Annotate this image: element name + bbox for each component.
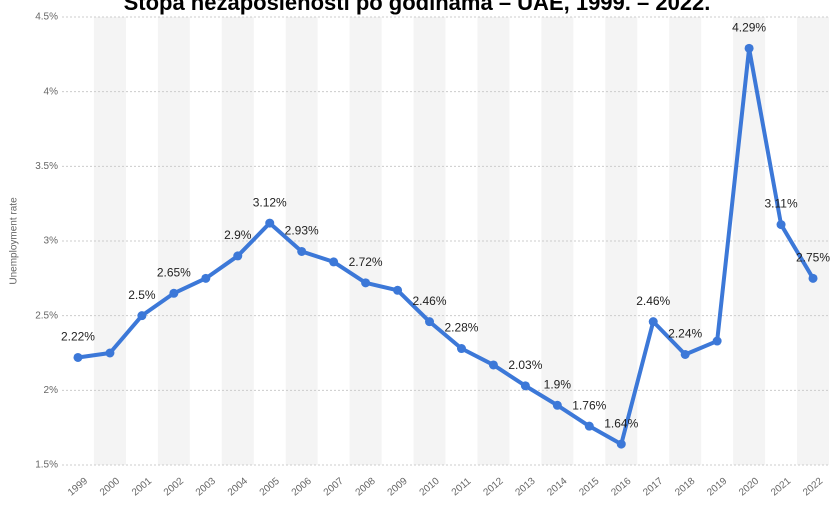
data-point [329,257,339,267]
x-tick-label: 2017 [641,475,665,498]
line [77,46,815,447]
x-tick-label: 2018 [673,475,697,498]
column-band [733,17,766,465]
y-axis-label: Unemployment rate [9,197,20,285]
data-label: 2.72% [349,255,383,269]
x-tick-label: 2004 [226,475,250,498]
data-point [648,317,658,327]
x-tick-label: 2006 [290,475,314,498]
data-label: 2.9% [224,228,252,242]
x-tick-label: 2020 [737,475,761,498]
data-point [137,311,147,321]
data-point [201,273,211,283]
x-tick-label: 2003 [194,475,218,498]
data-point [712,336,722,346]
y-tick-label: 3.5% [35,161,58,172]
y-tick-label: 4% [44,86,59,97]
data-label: 2.28% [444,321,478,335]
data-label: 2.24% [668,327,702,341]
data-label: 2.46% [413,294,447,308]
x-tick-label: 2008 [354,475,378,498]
data-point [425,317,435,327]
data-point [744,43,754,53]
x-tick-label: 2013 [513,475,537,498]
data-label: 2.03% [508,358,542,372]
data-label: 2.22% [61,330,95,344]
data-point [808,273,818,283]
data-point [169,288,179,298]
y-tick-label: 4.5% [35,12,58,23]
x-tick-label: 2022 [801,475,825,498]
y-tick-label: 3% [44,236,59,247]
y-tick-label: 2% [44,385,59,396]
data-point [393,285,403,295]
x-tick-label: 2009 [386,475,410,498]
x-tick-label: 2021 [769,475,793,498]
data-label: 3.12% [253,195,287,209]
data-point [584,421,594,431]
data-point [552,400,562,410]
x-tick-label: 2010 [418,475,442,498]
data-point [680,349,690,359]
y-tick-label: 2.5% [35,310,58,321]
data-point [488,360,498,370]
x-tick-label: 2015 [577,475,601,498]
data-point [297,246,307,256]
x-tick-label: 2016 [609,475,633,498]
data-point [265,218,275,228]
data-point [73,352,83,362]
x-tick-label: 2019 [705,475,729,498]
data-point [105,348,115,358]
x-tick-label: 2012 [481,475,505,498]
x-tick-label: 2007 [322,475,346,498]
chart-title: Stopa nezaposlenosti po godinama – UAE, … [124,0,711,15]
data-point [361,278,371,288]
data-point [776,220,786,230]
data-label: 2.5% [128,288,156,302]
data-point [233,251,243,261]
x-tick-label: 2005 [258,475,282,498]
data-point [456,344,466,354]
x-tick-label: 2011 [450,476,474,499]
data-label: 3.11% [764,197,797,211]
data-label: 1.9% [544,377,572,391]
x-tick-label: 2002 [162,475,186,498]
data-point [520,381,530,391]
x-tick-label: 2001 [130,475,154,498]
y-tick-label: 1.5% [35,460,58,471]
data-label: 2.65% [157,265,191,279]
data-point [616,439,626,449]
data-label: 2.93% [285,224,319,238]
data-label: 4.29% [732,21,766,35]
column-band [797,17,829,465]
x-tick-label: 1999 [66,475,90,498]
x-tick-label: 2014 [545,475,569,498]
data-label: 2.46% [636,294,670,308]
x-tick-label: 2000 [98,475,122,498]
data-label: 1.76% [572,398,606,412]
data-label: 2.75% [796,251,830,265]
data-label: 1.64% [604,416,638,430]
